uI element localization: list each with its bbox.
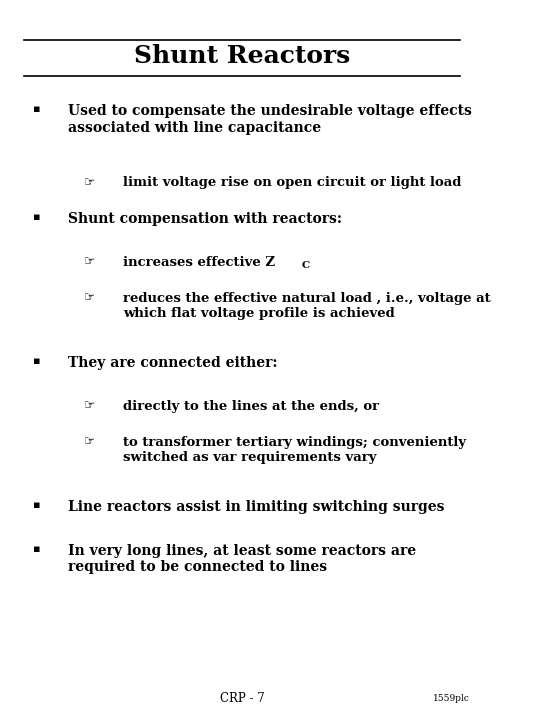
Text: ☞: ☞ bbox=[84, 176, 95, 189]
Text: Line reactors assist in limiting switching surges: Line reactors assist in limiting switchi… bbox=[68, 500, 444, 514]
Text: 1559plc: 1559plc bbox=[433, 694, 470, 703]
Text: ☞: ☞ bbox=[84, 292, 95, 305]
Text: reduces the effective natural load , i.e., voltage at
which flat voltage profile: reduces the effective natural load , i.e… bbox=[124, 292, 491, 320]
Text: C: C bbox=[302, 261, 310, 271]
Text: Shunt compensation with reactors:: Shunt compensation with reactors: bbox=[68, 212, 342, 226]
Text: CRP - 7: CRP - 7 bbox=[220, 692, 265, 705]
Text: They are connected either:: They are connected either: bbox=[68, 356, 277, 370]
Text: ☞: ☞ bbox=[84, 436, 95, 449]
Text: to transformer tertiary windings; conveniently
switched as var requirements vary: to transformer tertiary windings; conven… bbox=[124, 436, 467, 464]
Text: ▪: ▪ bbox=[32, 212, 40, 222]
Text: ☞: ☞ bbox=[84, 256, 95, 269]
Text: ▪: ▪ bbox=[32, 356, 40, 366]
Text: Shunt Reactors: Shunt Reactors bbox=[134, 44, 350, 68]
Text: increases effective Z: increases effective Z bbox=[124, 256, 275, 269]
Text: In very long lines, at least some reactors are
required to be connected to lines: In very long lines, at least some reacto… bbox=[68, 544, 416, 574]
Text: ☞: ☞ bbox=[84, 400, 95, 413]
Text: ▪: ▪ bbox=[32, 500, 40, 510]
Text: ▪: ▪ bbox=[32, 544, 40, 554]
Text: ▪: ▪ bbox=[32, 104, 40, 114]
Text: Used to compensate the undesirable voltage effects
associated with line capacita: Used to compensate the undesirable volta… bbox=[68, 104, 471, 135]
Text: directly to the lines at the ends, or: directly to the lines at the ends, or bbox=[124, 400, 380, 413]
Text: limit voltage rise on open circuit or light load: limit voltage rise on open circuit or li… bbox=[124, 176, 462, 189]
